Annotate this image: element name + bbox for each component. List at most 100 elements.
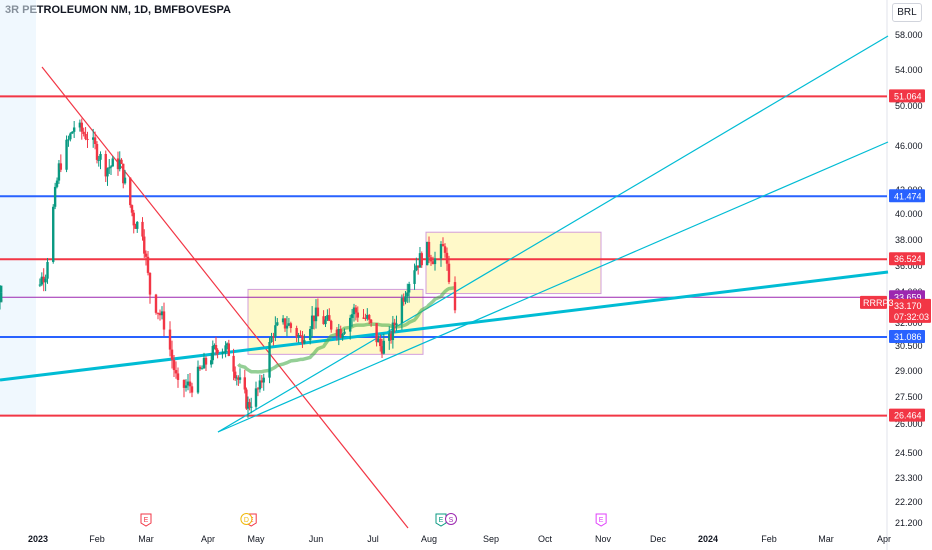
projection-zone bbox=[425, 231, 602, 295]
candle-body bbox=[134, 225, 137, 229]
candle-body bbox=[406, 292, 409, 297]
candle-body bbox=[136, 221, 139, 229]
chart-title: 3R PETROLEUMON NM, 1D, BMFBOVESPA bbox=[5, 4, 231, 16]
candle-body bbox=[314, 307, 318, 322]
candle-body bbox=[379, 338, 382, 347]
candle-body bbox=[108, 167, 111, 169]
candle-body bbox=[71, 131, 74, 134]
channel-lower-line bbox=[217, 141, 889, 433]
y-axis-tick-label: 22.200 bbox=[895, 497, 923, 507]
last-price-label: 33.170 bbox=[894, 301, 922, 311]
y-axis-tick-label: 40.000 bbox=[895, 209, 923, 219]
earnings-marker-shape bbox=[140, 513, 152, 527]
candle-body bbox=[170, 349, 174, 360]
downtrend-line bbox=[41, 66, 409, 529]
candle-body bbox=[260, 380, 264, 383]
y-axis-tick-label: 23.300 bbox=[895, 473, 923, 483]
symbol-tag: RRRP3 bbox=[863, 298, 894, 308]
candle-body bbox=[59, 163, 63, 170]
price-level-tag-bg bbox=[889, 89, 925, 103]
x-axis-tick-label: Apr bbox=[877, 534, 891, 544]
candle-body bbox=[389, 333, 393, 341]
candle-body bbox=[146, 256, 150, 273]
x-axis-tick-label: Sep bbox=[483, 534, 499, 544]
x-axis-tick-label: 2023 bbox=[28, 534, 48, 544]
x-axis-tick-label: Oct bbox=[538, 534, 553, 544]
candle-body bbox=[420, 253, 423, 266]
candle-body bbox=[324, 319, 327, 325]
candle-body bbox=[245, 389, 248, 409]
ma-green-line bbox=[237, 285, 456, 374]
candle-body bbox=[248, 402, 251, 408]
candle-body bbox=[130, 205, 134, 213]
candle-body bbox=[95, 144, 99, 160]
candle-body bbox=[395, 323, 398, 326]
candle-body bbox=[297, 334, 300, 338]
candle-body bbox=[116, 158, 120, 170]
candle-body bbox=[53, 186, 57, 207]
price-level-tag: 31.086 bbox=[894, 332, 922, 342]
candle-body bbox=[418, 253, 422, 268]
candle-body bbox=[120, 159, 123, 164]
candle-body bbox=[276, 322, 279, 326]
candle-body bbox=[144, 253, 148, 257]
candle-body bbox=[234, 371, 237, 379]
candle-body bbox=[303, 340, 306, 344]
candle-body bbox=[222, 351, 226, 353]
earnings-marker-shape bbox=[595, 513, 607, 527]
candle-body bbox=[380, 346, 384, 354]
candle-body bbox=[204, 357, 208, 365]
candle-body bbox=[80, 122, 83, 132]
countdown-label: 07:32:03 bbox=[894, 312, 929, 322]
candle-body bbox=[310, 315, 314, 330]
candle-body bbox=[285, 325, 289, 329]
candle-body bbox=[362, 317, 365, 319]
candle-body bbox=[400, 298, 404, 324]
candle-body bbox=[154, 294, 158, 313]
y-axis-tick-label: 27.500 bbox=[895, 392, 923, 402]
candle-body bbox=[232, 355, 235, 372]
candle-body bbox=[441, 244, 445, 247]
candle-body bbox=[216, 349, 219, 354]
candle-body bbox=[337, 329, 340, 337]
candle-body bbox=[316, 307, 320, 317]
candle-body bbox=[202, 357, 206, 369]
candle-body bbox=[391, 322, 395, 341]
candle-body bbox=[256, 388, 260, 390]
x-axis-tick-label: Apr bbox=[201, 534, 215, 544]
candle-body bbox=[439, 244, 443, 259]
candle-body bbox=[246, 402, 250, 409]
y-axis-tick-label: 30.500 bbox=[895, 341, 923, 351]
candle-body bbox=[431, 261, 435, 265]
candle-body bbox=[0, 292, 3, 302]
y-axis-tick-label: 54.000 bbox=[895, 65, 923, 75]
dividend-marker-shape bbox=[240, 513, 253, 525]
price-tags-layer: 51.064 41.474 36.524 33.659 31.086 26.464 33.1… bbox=[860, 89, 931, 422]
currency-button[interactable]: BRL bbox=[892, 3, 922, 22]
candle-body bbox=[213, 344, 216, 346]
candle-body bbox=[283, 318, 287, 329]
candle-body bbox=[55, 180, 59, 187]
candle-body bbox=[281, 318, 285, 323]
candle-body bbox=[270, 336, 273, 342]
y-axis-tick-label: 32.000 bbox=[895, 318, 923, 328]
candle-body bbox=[141, 221, 144, 237]
events-layer: EEEEDS bbox=[140, 513, 607, 527]
candle-body bbox=[156, 312, 160, 314]
candle-body bbox=[445, 252, 449, 264]
candle-body bbox=[160, 311, 164, 316]
x-axis-tick-label: Feb bbox=[89, 534, 105, 544]
candle-body bbox=[268, 341, 271, 378]
candle-body bbox=[221, 352, 224, 354]
axis-layer: 21.200 22.200 23.300 24.500 26.000 27.500 29.0… bbox=[28, 30, 923, 544]
candle-body bbox=[447, 263, 451, 283]
candle-body bbox=[287, 323, 291, 326]
y-axis-tick-label: 38.000 bbox=[895, 235, 923, 245]
candle-body bbox=[368, 314, 371, 320]
long-support-line bbox=[0, 270, 889, 382]
y-axis-tick-label: 21.200 bbox=[895, 518, 923, 528]
candle-body bbox=[433, 258, 437, 265]
price-level-tag: 41.474 bbox=[894, 191, 922, 201]
y-axis-tick-label: 26.000 bbox=[895, 419, 923, 429]
